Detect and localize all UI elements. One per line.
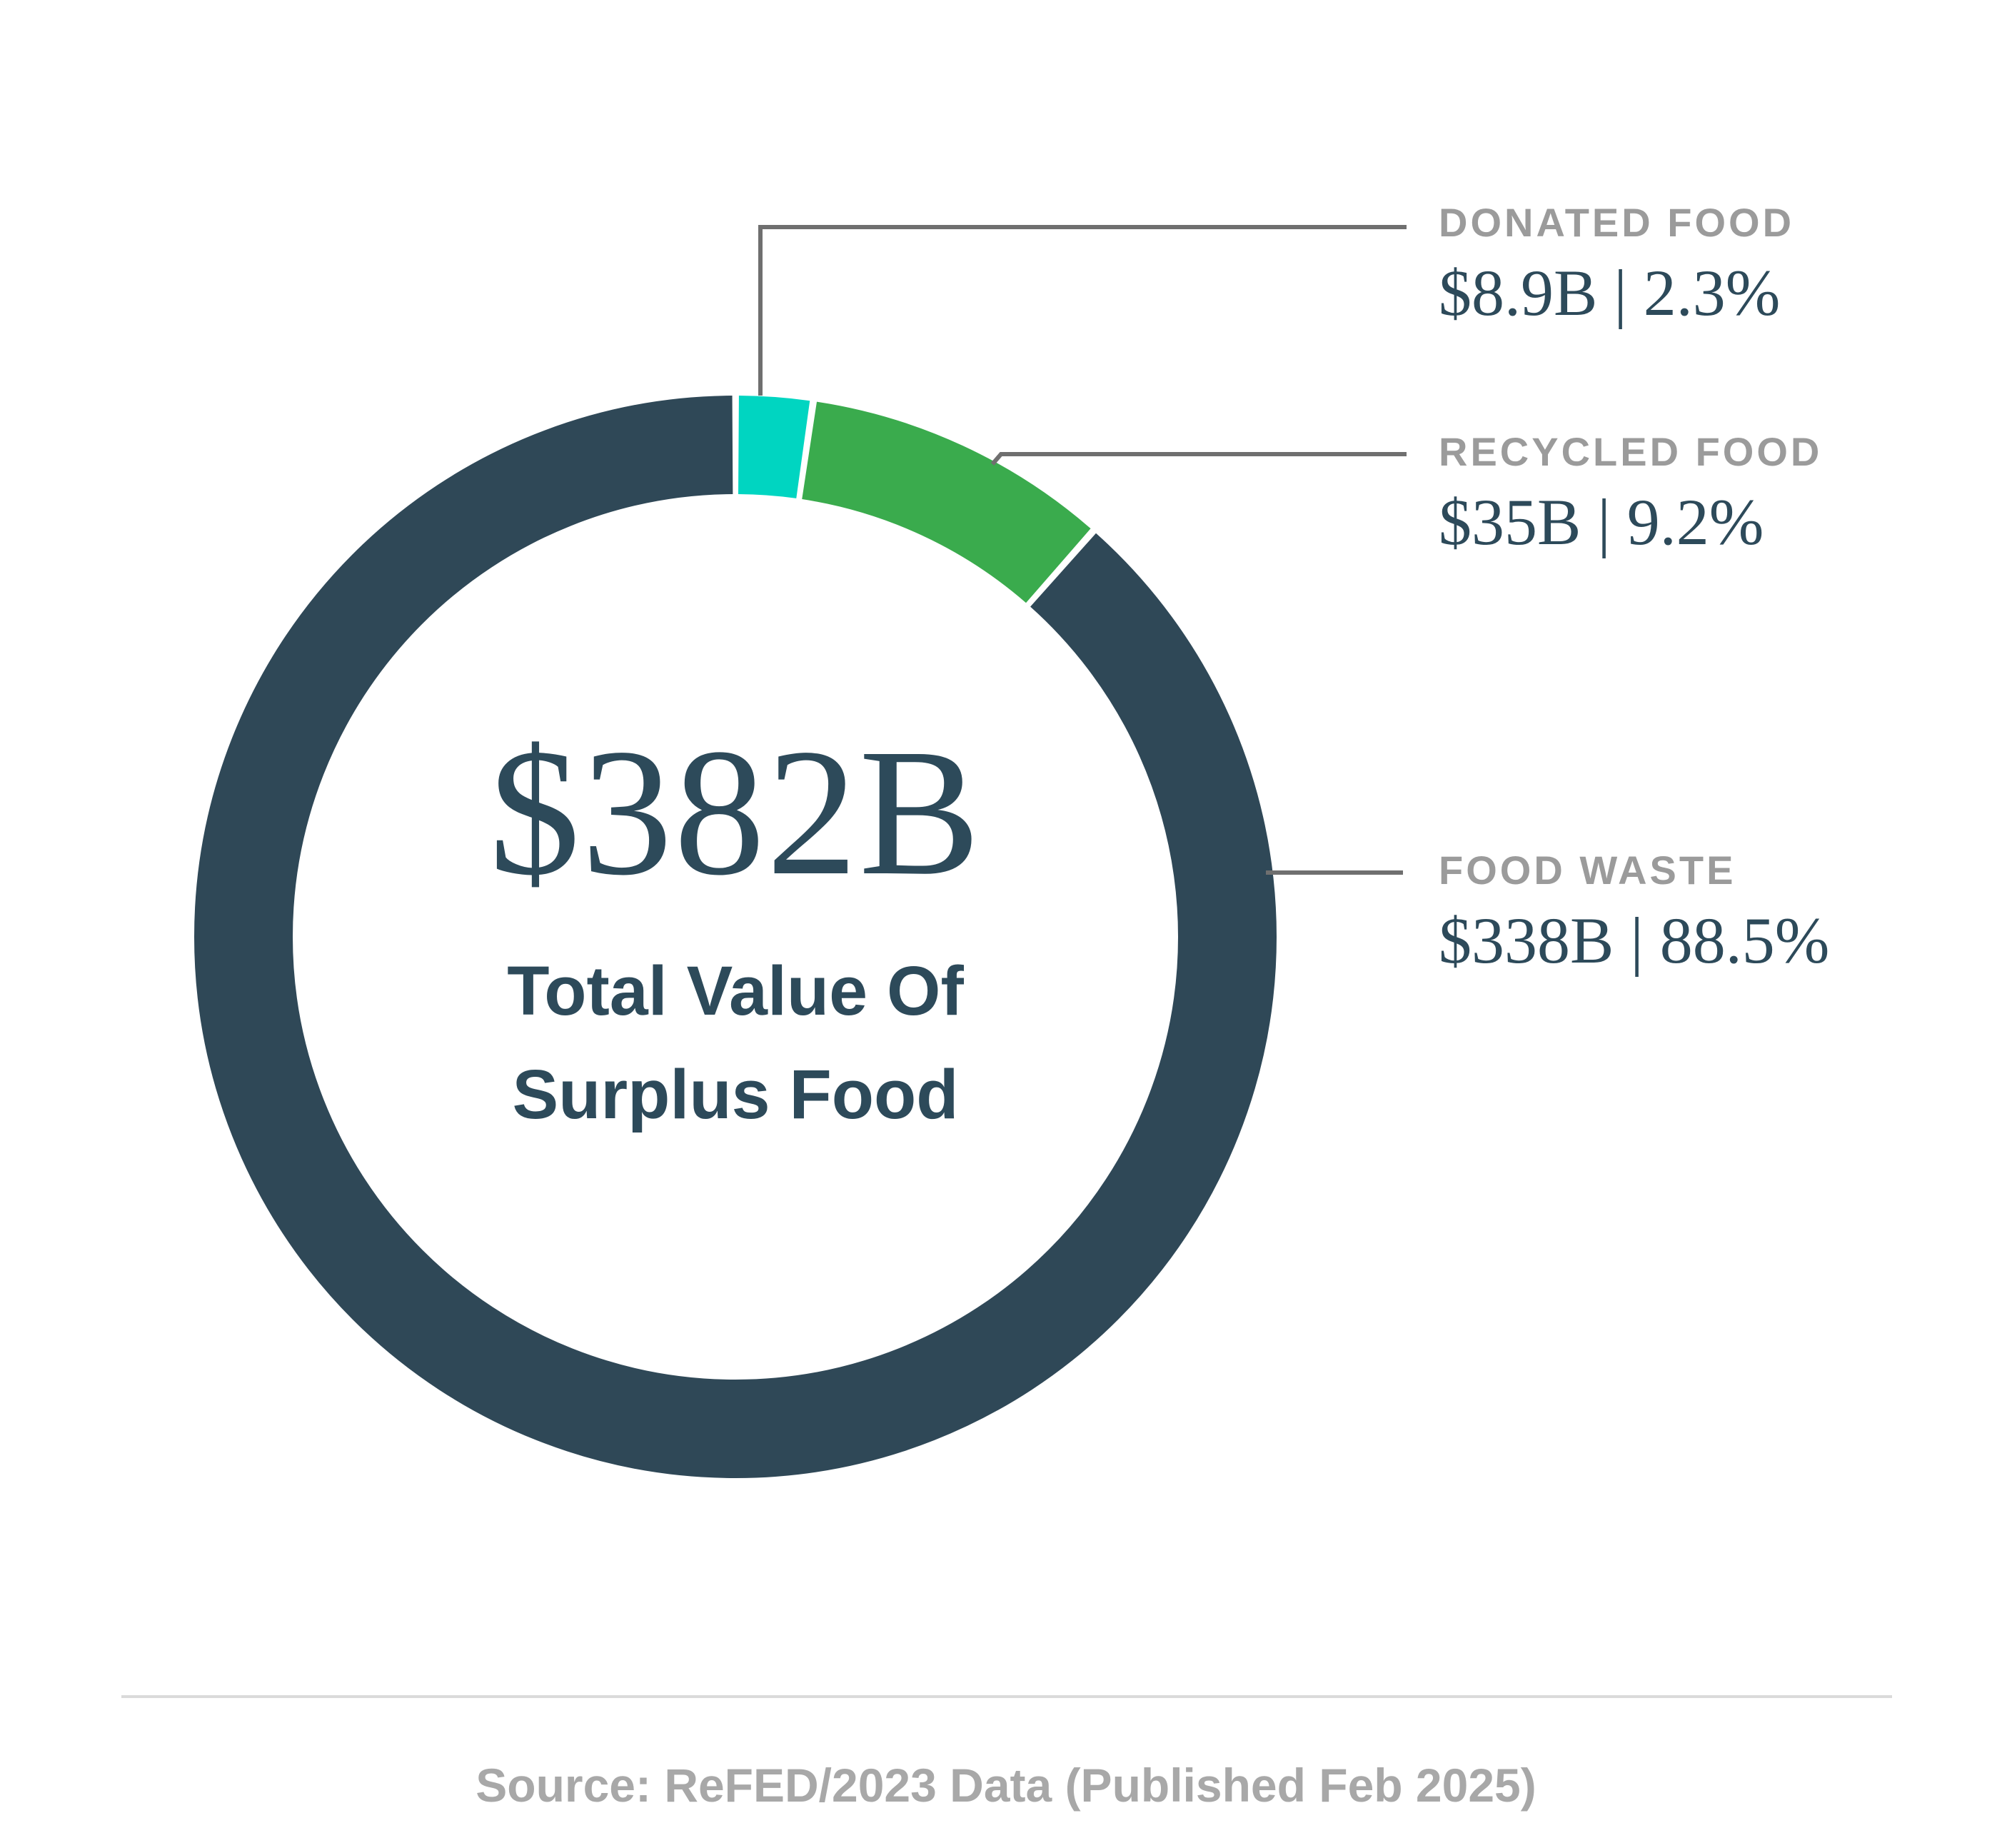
total-value: $382B: [488, 712, 982, 913]
subtitle-line-2: Surplus Food: [512, 1055, 959, 1134]
leader-line-donated: [758, 225, 1407, 396]
recycled-food-label: RECYCLED FOOD: [1439, 429, 1823, 474]
donated-food-label: DONATED FOOD: [1439, 200, 1795, 245]
callout-food-waste: FOOD WASTE $338B | 88.5%: [1439, 848, 2003, 979]
callout-recycled-food: RECYCLED FOOD $35B | 9.2%: [1439, 429, 2003, 561]
donut-segments: [194, 396, 1277, 1478]
recycled-food-value: $35B | 9.2%: [1439, 486, 1764, 559]
leader-line-recycled: [990, 452, 1407, 466]
food-waste-label: FOOD WASTE: [1439, 848, 1736, 893]
footer-divider: [121, 1695, 1892, 1698]
donut-center-text: $382B Total Value Of Surplus Food: [300, 712, 1171, 1147]
total-value-subtitle: Total Value Of Surplus Food: [300, 939, 1171, 1147]
source-attribution: Source: ReFED/2023 Data (Published Feb 2…: [476, 1759, 1536, 1812]
food-waste-value: $338B | 88.5%: [1439, 904, 1830, 978]
donated-food-value: $8.9B | 2.3%: [1439, 256, 1781, 330]
donut-segment-food-waste: [194, 396, 1277, 1478]
callout-donated-food: DONATED FOOD $8.9B | 2.3%: [1439, 200, 2003, 331]
subtitle-line-1: Total Value Of: [507, 951, 964, 1030]
